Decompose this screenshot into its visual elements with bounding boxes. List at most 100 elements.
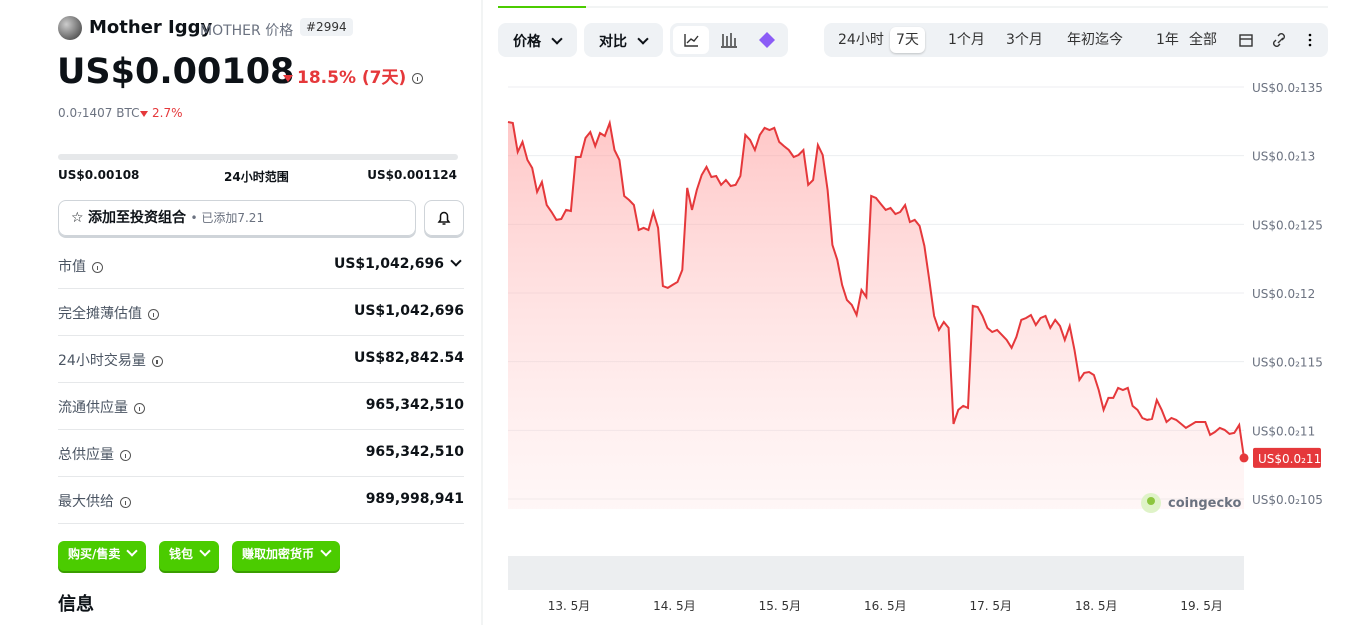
range-option[interactable]: 全部 (1189, 32, 1217, 48)
volume-strip (508, 556, 1244, 590)
button-label: 钱包 (169, 547, 194, 561)
y-tick-label: US$0.0₂115 (1252, 356, 1323, 370)
alert-button[interactable] (424, 200, 464, 236)
range-option[interactable]: 1年 (1156, 32, 1179, 48)
y-tick-label: US$0.0₂135 (1252, 81, 1323, 95)
last-label: US$0.0₂11 (1258, 452, 1321, 466)
action-button[interactable]: 购买/售卖 (58, 541, 147, 571)
stat-label-text: 完全摊薄估值 (58, 306, 142, 322)
price-tab[interactable]: 价格 (498, 23, 577, 57)
x-tick-label: 15. 5月 (759, 599, 802, 613)
stat-value-text: 965,342,510 (365, 397, 464, 413)
stat-row: 流通供应量 965,342,510 (58, 382, 464, 430)
range-bar (58, 154, 458, 160)
stat-label-text: 24小时交易量 (58, 353, 146, 369)
coin-symbol: MOTHER 价格 (200, 23, 294, 39)
range-option[interactable]: 7天 (890, 27, 925, 53)
range-option[interactable]: 年初迄今 (1067, 32, 1123, 48)
line-type[interactable] (673, 26, 709, 54)
y-tick-label: US$0.0₂11 (1252, 424, 1315, 438)
info-icon (120, 449, 131, 461)
chevron (450, 255, 462, 267)
tab-label: 对比 (599, 34, 627, 50)
btc-change-text: 2.7% (152, 106, 183, 120)
stat-row: 24小时交易量 US$82,842.54 (58, 335, 464, 383)
last-label-bg (1253, 447, 1321, 468)
coin-icon (58, 16, 82, 40)
compare-tab[interactable]: 对比 (584, 23, 663, 57)
stat-label: 流通供应量 (58, 397, 145, 417)
stat-label: 完全摊薄估值 (58, 303, 159, 323)
stat-row: 完全摊薄估值 US$1,042,696 (58, 288, 464, 336)
y-tick-label: US$0.0₂13 (1252, 150, 1315, 164)
chevron (637, 33, 649, 45)
x-tick-label: 14. 5月 (653, 599, 696, 613)
range-low: US$0.00108 (58, 168, 140, 182)
coin-name: Mother Iggy (89, 17, 213, 38)
info-icon (92, 261, 103, 273)
stat-value-text: US$82,842.54 (353, 350, 464, 366)
stat-label-text: 最大供给 (58, 494, 114, 510)
portfolio-text: 添加至投资组合 (88, 210, 187, 226)
last-point (1239, 453, 1249, 463)
stat-value: 965,342,510 (366, 444, 464, 460)
x-tick-label: 16. 5月 (864, 599, 907, 613)
x-tick-label: 19. 5月 (1180, 599, 1223, 613)
stat-label-text: 流通供应量 (58, 400, 128, 416)
chevron (126, 545, 139, 557)
range-option[interactable]: 24小时 (838, 32, 884, 48)
x-tick-label: 17. 5月 (970, 599, 1013, 613)
stat-value-text: 989,998,941 (365, 491, 464, 507)
stat-label: 总供应量 (58, 444, 131, 464)
link-icon[interactable] (1269, 31, 1291, 49)
button-label: 购买/售卖 (68, 547, 121, 561)
btc-change: 2.7% (140, 106, 183, 120)
y-tick-label: US$0.0₂105 (1252, 493, 1323, 507)
y-tick-label: US$0.0₂125 (1252, 218, 1323, 232)
price: US$0.00108 (57, 52, 295, 92)
info-icon (134, 402, 145, 414)
x-tick-label: 18. 5月 (1075, 599, 1118, 613)
tv-icon[interactable] (756, 30, 778, 50)
stat-row: 总供应量 965,342,510 (58, 429, 464, 477)
action-button[interactable]: 赚取加密货币 (232, 541, 341, 571)
calendar-icon[interactable] (1236, 31, 1256, 49)
stat-value: 989,998,941 (366, 491, 464, 507)
chart-type-group (670, 23, 788, 57)
btc-price: 0.0₇1407 BTC (58, 106, 140, 120)
x-tick-label: 13. 5月 (548, 599, 591, 613)
chevron (551, 33, 563, 45)
portfolio-button[interactable]: ☆ 添加至投资组合 • 已添加7.21 (58, 200, 416, 236)
range-high: US$0.001124 (367, 168, 457, 182)
stat-label: 24小时交易量 (58, 350, 163, 370)
price-change-text: 18.5% (7天) (297, 68, 407, 88)
y-tick-label: US$0.0₂12 (1252, 287, 1315, 301)
stat-value-text: 965,342,510 (365, 444, 464, 460)
watermark: coingecko (1168, 496, 1241, 511)
price-line (507, 119, 1245, 459)
section-title: 信息 (58, 594, 94, 615)
stat-value-text: US$1,042,696 (353, 303, 464, 319)
stat-value: US$1,042,696 (354, 303, 464, 319)
range-label: 24小时范围 (224, 170, 289, 184)
range-option[interactable]: 3个月 (1006, 32, 1043, 48)
more-icon[interactable] (1304, 31, 1316, 49)
range-option[interactable]: 1个月 (948, 32, 985, 48)
chevron (320, 545, 332, 557)
range-group: 24小时 7天 1个月 3个月 年初迄今 1年 全部 (824, 23, 1328, 57)
stat-row: 市值 US$1,042,696 (58, 241, 464, 289)
stat-value: US$82,842.54 (354, 350, 464, 366)
stat-label: 最大供给 (58, 491, 131, 511)
stat-value: US$1,042,696 (334, 255, 462, 272)
portfolio-added: • 已添加7.21 (190, 211, 265, 225)
stat-label: 市值 (58, 256, 103, 276)
info-icon (151, 355, 163, 367)
info-icon (120, 496, 131, 508)
chevron (199, 545, 211, 557)
stat-label-text: 市值 (58, 259, 86, 275)
button-label: 赚取加密货币 (242, 547, 315, 561)
stat-value: 965,342,510 (366, 397, 464, 413)
action-button[interactable]: 钱包 (159, 541, 220, 571)
candle-icon[interactable] (718, 30, 740, 50)
